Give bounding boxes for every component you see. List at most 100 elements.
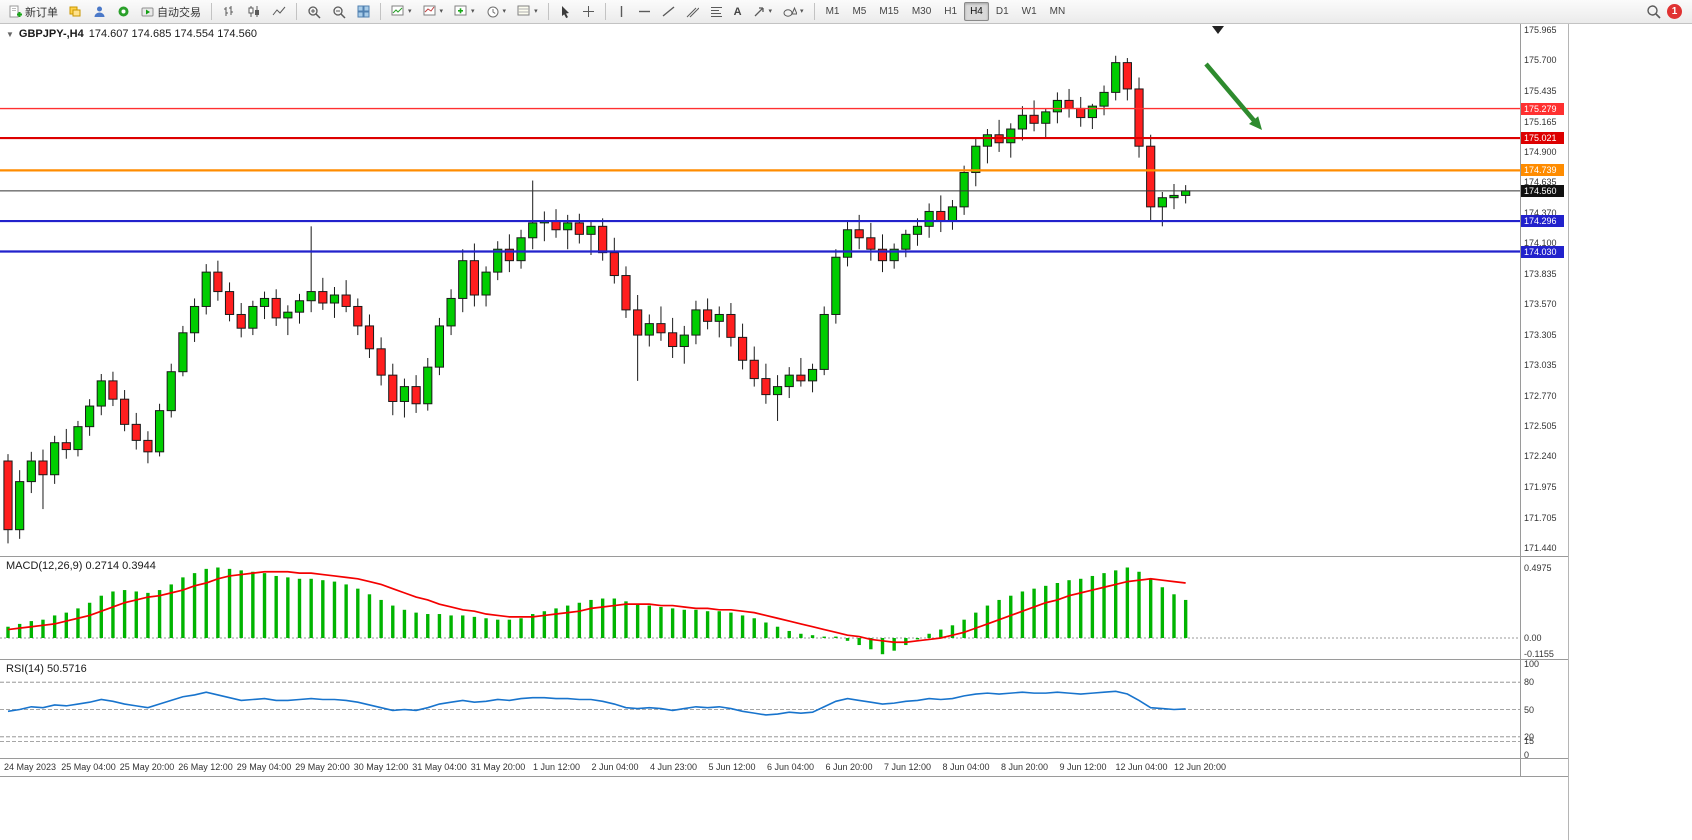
horizontal-line-icon <box>638 6 651 17</box>
new-order-icon <box>9 5 22 18</box>
new-order-button[interactable]: 新订单 <box>4 2 63 22</box>
time-axis-label: 4 Jun 23:00 <box>649 762 698 772</box>
timeframe-toolbar: M1 M5 M15 M30 H1 H4 D1 W1 MN <box>820 2 1072 21</box>
profiles-button[interactable]: ▾ <box>418 2 449 22</box>
trendline-tool-button[interactable] <box>657 2 680 22</box>
toolbar-separator <box>547 3 549 20</box>
timeframe-button-w1[interactable]: W1 <box>1021 6 1037 17</box>
arrow-annotation[interactable] <box>1204 62 1262 130</box>
time-axis-label: 8 Jun 20:00 <box>1000 762 1049 772</box>
rsi-axis-label: 100 <box>1524 659 1540 669</box>
cursor-icon <box>559 5 571 19</box>
text-tool-label: A <box>733 5 742 18</box>
zoom-in-icon <box>307 5 321 19</box>
zoom-out-icon <box>332 5 346 19</box>
indicators-button[interactable]: ▾ <box>449 2 480 22</box>
zoom-in-button[interactable] <box>302 2 326 22</box>
price-axis-border <box>1520 24 1521 776</box>
macd-indicator-panel[interactable] <box>0 557 1520 659</box>
rsi-value: 50.5716 <box>46 663 87 675</box>
chart-window[interactable]: ▼ GBPJPY-,H4 174.607 174.685 174.554 174… <box>0 24 1569 840</box>
toolbar-separator <box>211 3 212 20</box>
rsi-axis-label: 15 <box>1524 736 1535 747</box>
auto-trading-icon <box>141 5 154 18</box>
text-tool-button[interactable]: A <box>729 2 747 22</box>
market-icon <box>117 5 130 18</box>
templates-button[interactable]: ▾ <box>512 2 543 22</box>
template-icon <box>517 5 531 18</box>
crosshair-tool-button[interactable] <box>577 2 600 22</box>
rsi-name: RSI(14) <box>6 663 44 675</box>
price-badge: 174.739 <box>1521 164 1564 177</box>
price-axis-label: 173.035 <box>1524 360 1557 371</box>
fibonacci-tool-button[interactable] <box>705 2 728 22</box>
community-button[interactable] <box>88 2 111 22</box>
time-axis[interactable]: 24 May 2023 25 May 04:00 25 May 20:00 26 Ma… <box>0 760 1520 776</box>
arrows-tool-button[interactable]: ▾ <box>748 2 778 22</box>
toolbar-separator <box>813 3 815 20</box>
zoom-out-button[interactable] <box>327 2 351 22</box>
auto-trading-button[interactable]: 自动交易 <box>136 2 206 22</box>
rsi-axis-label: 50 <box>1524 704 1535 715</box>
tile-windows-button[interactable] <box>352 2 375 22</box>
toolbar-separator <box>380 3 381 20</box>
rsi-indicator-panel[interactable] <box>0 660 1520 758</box>
price-axis-label: 172.240 <box>1524 451 1557 462</box>
trendline-icon <box>662 5 675 18</box>
timeframe-button-m1[interactable]: M1 <box>825 6 840 17</box>
time-axis-label: 29 May 04:00 <box>236 762 292 772</box>
timeframe-button-m30[interactable]: M30 <box>911 6 932 17</box>
panel-separator[interactable] <box>0 556 1568 557</box>
channel-icon <box>686 5 699 18</box>
new-order-label: 新订单 <box>25 6 58 19</box>
price-axis-label: 171.705 <box>1524 512 1557 523</box>
panel-separator[interactable] <box>0 659 1568 660</box>
timeframe-button-m15[interactable]: M15 <box>879 6 899 17</box>
horizontal-line-tool-button[interactable] <box>633 2 656 22</box>
macd-axis-label: 0.4975 <box>1524 562 1552 573</box>
search-icon[interactable] <box>1646 4 1661 19</box>
horizontal-level-lines[interactable] <box>0 107 1520 253</box>
periods-button[interactable]: ▾ <box>481 2 512 22</box>
time-axis-label: 1 Jun 12:00 <box>532 762 581 772</box>
cursor-tool-button[interactable] <box>554 2 576 22</box>
notification-badge[interactable]: 1 <box>1667 4 1682 19</box>
time-axis-label: 2 Jun 04:00 <box>591 762 639 772</box>
channel-tool-button[interactable] <box>681 2 704 22</box>
new-chart-button[interactable]: ▾ <box>386 2 417 22</box>
market-button[interactable] <box>112 2 135 22</box>
bar-chart-mode-button[interactable] <box>217 2 241 22</box>
macd-histogram <box>6 567 1188 655</box>
shapes-icon <box>783 5 798 18</box>
one-click-trading-toggle[interactable]: ▼ <box>6 29 14 39</box>
price-axis-label: 174.635 <box>1524 177 1557 188</box>
timeframe-button-m5[interactable]: M5 <box>852 6 867 17</box>
caret-icon: ▾ <box>534 8 538 15</box>
price-axis-label: 172.770 <box>1524 390 1557 401</box>
vertical-line-tool-button[interactable] <box>611 2 632 22</box>
layers-icon <box>69 5 82 18</box>
caret-icon: ▾ <box>768 8 773 15</box>
price-badge: 174.030 <box>1521 245 1564 258</box>
candlestick-mode-button[interactable] <box>242 2 266 22</box>
caret-icon: ▾ <box>502 8 507 15</box>
time-axis-label: 6 Jun 20:00 <box>825 762 873 772</box>
depth-of-market-button[interactable] <box>64 2 87 22</box>
chart-shift-marker-icon[interactable] <box>1212 26 1224 34</box>
arrow-shape-icon <box>753 5 766 18</box>
line-chart-icon <box>272 5 286 18</box>
timeframe-button-h1[interactable]: H1 <box>944 6 958 17</box>
timeframe-button-d1[interactable]: D1 <box>995 6 1009 17</box>
price-badge: 175.021 <box>1521 132 1564 145</box>
main-price-chart[interactable] <box>0 24 1520 556</box>
price-axis-label: 175.965 <box>1524 25 1557 35</box>
macd-axis-label: -0.1155 <box>1524 649 1554 660</box>
time-axis-label: 9 Jun 12:00 <box>1059 762 1107 772</box>
timeframe-button-h4[interactable]: H4 <box>964 2 989 21</box>
panel-separator <box>0 758 1568 759</box>
profile-icon <box>93 5 106 18</box>
symbol-header: ▼ GBPJPY-,H4 174.607 174.685 174.554 174… <box>6 28 257 40</box>
line-chart-mode-button[interactable] <box>267 2 291 22</box>
shapes-tool-button[interactable]: ▾ <box>778 2 809 22</box>
timeframe-button-mn[interactable]: MN <box>1049 6 1066 17</box>
